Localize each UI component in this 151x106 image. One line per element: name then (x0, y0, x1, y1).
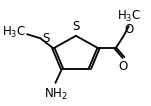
Text: NH$_2$: NH$_2$ (43, 86, 67, 102)
Text: O: O (124, 23, 133, 36)
Text: H$_3$C: H$_3$C (2, 25, 26, 40)
Text: S: S (72, 20, 80, 33)
Text: H$_3$C: H$_3$C (117, 9, 141, 24)
Text: S: S (42, 32, 49, 45)
Text: O: O (119, 61, 128, 73)
